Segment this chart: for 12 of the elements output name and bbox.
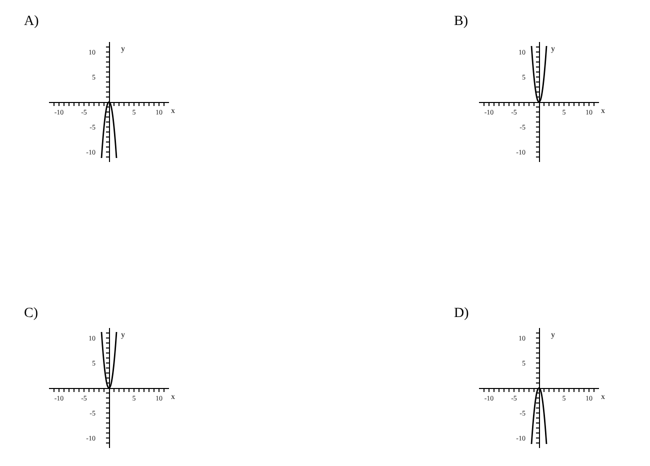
- y-axis-title: y: [551, 330, 555, 339]
- chart-title: C): [24, 306, 38, 321]
- chart-title: D): [454, 306, 470, 321]
- chart-title: B): [454, 14, 468, 29]
- y-axis-title: y: [121, 330, 125, 339]
- y-axis-title: y: [121, 44, 125, 53]
- x-axis-title: x: [601, 106, 605, 115]
- x-axis-title: x: [171, 392, 175, 401]
- x-axis-title: x: [171, 106, 175, 115]
- x-axis-title: x: [601, 392, 605, 401]
- chart-title: A): [24, 14, 40, 29]
- y-axis-title: y: [551, 44, 555, 53]
